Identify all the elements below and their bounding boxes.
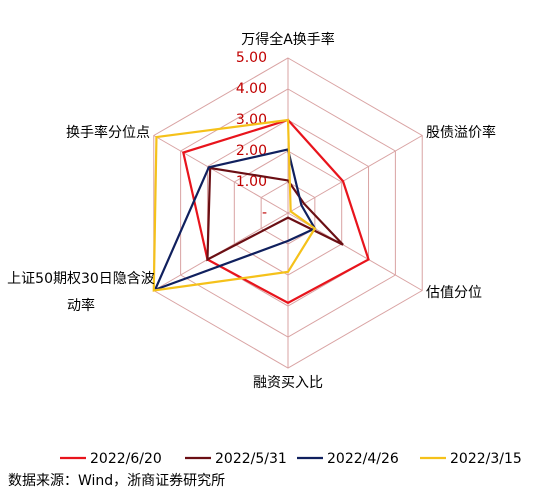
tick-label: -: [262, 205, 267, 221]
axis-label: 换手率分位点: [66, 124, 150, 141]
source: 数据来源：Wind，浙商证券研究所: [8, 473, 225, 489]
series-line: [153, 148, 317, 292]
axis-label: 估值分位: [426, 285, 482, 301]
series-line: [152, 118, 317, 292]
tick-label: 5.00: [236, 50, 267, 66]
spoke: [287, 135, 423, 214]
series-line: [182, 118, 370, 305]
axis-label: 万得全A换手率: [241, 31, 335, 48]
legend-label: 2022/3/15: [450, 451, 522, 467]
legend-label: 2022/5/31: [215, 451, 287, 467]
tick-label: 1.00: [236, 174, 267, 190]
axis-label: 融资买入比: [253, 375, 323, 391]
axis-label: 上证50期权30日隐含波动率: [7, 271, 155, 314]
legend-label: 2022/6/20: [90, 451, 162, 467]
spoke: [153, 135, 289, 214]
legend-label: 2022/4/26: [327, 451, 399, 467]
tick-label: 4.00: [236, 81, 267, 97]
axis-label: 股债溢价率: [426, 124, 496, 141]
